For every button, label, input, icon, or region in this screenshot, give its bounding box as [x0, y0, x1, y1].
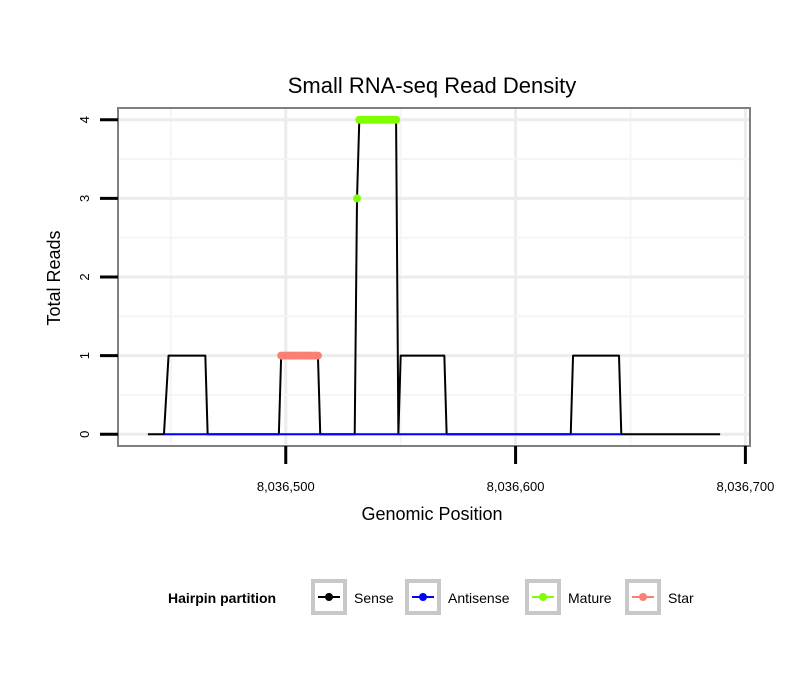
legend: Hairpin partition Sense Antisense Mature St… — [168, 579, 694, 615]
star-point — [313, 351, 322, 360]
legend-label: Mature — [568, 590, 612, 606]
y-tick-label: 3 — [77, 195, 92, 202]
y-tick-label: 4 — [77, 116, 92, 123]
axes: 8,036,500 8,036,600 8,036,700 0 1 2 3 4 — [77, 116, 774, 494]
grid-lines — [119, 109, 749, 445]
y-tick-label: 2 — [77, 273, 92, 280]
mature-point — [353, 194, 362, 203]
legend-item-sense: Sense — [311, 579, 394, 615]
x-tick-label: 8,036,700 — [716, 479, 774, 494]
chart-title: Small RNA-seq Read Density — [288, 73, 577, 98]
y-tick-label: 0 — [77, 431, 92, 438]
series-mature — [353, 115, 401, 203]
legend-label: Sense — [354, 590, 394, 606]
legend-key-point — [539, 593, 547, 601]
legend-key-point — [639, 593, 647, 601]
legend-key-point — [419, 593, 427, 601]
sense-line — [147, 118, 721, 436]
series-layer — [147, 115, 721, 436]
legend-key-point — [325, 593, 333, 601]
series-star — [277, 351, 322, 360]
legend-label: Antisense — [448, 590, 510, 606]
x-tick-label: 8,036,600 — [487, 479, 545, 494]
legend-item-mature: Mature — [525, 579, 612, 615]
y-tick-label: 1 — [77, 352, 92, 359]
legend-item-antisense: Antisense — [405, 579, 510, 615]
x-tick-label: 8,036,500 — [257, 479, 315, 494]
legend-title: Hairpin partition — [168, 590, 276, 606]
legend-item-star: Star — [625, 579, 694, 615]
legend-label: Star — [668, 590, 694, 606]
y-axis-title: Total Reads — [44, 230, 64, 325]
mature-point — [392, 115, 401, 124]
x-axis-title: Genomic Position — [361, 504, 502, 524]
series-sense — [147, 118, 721, 436]
